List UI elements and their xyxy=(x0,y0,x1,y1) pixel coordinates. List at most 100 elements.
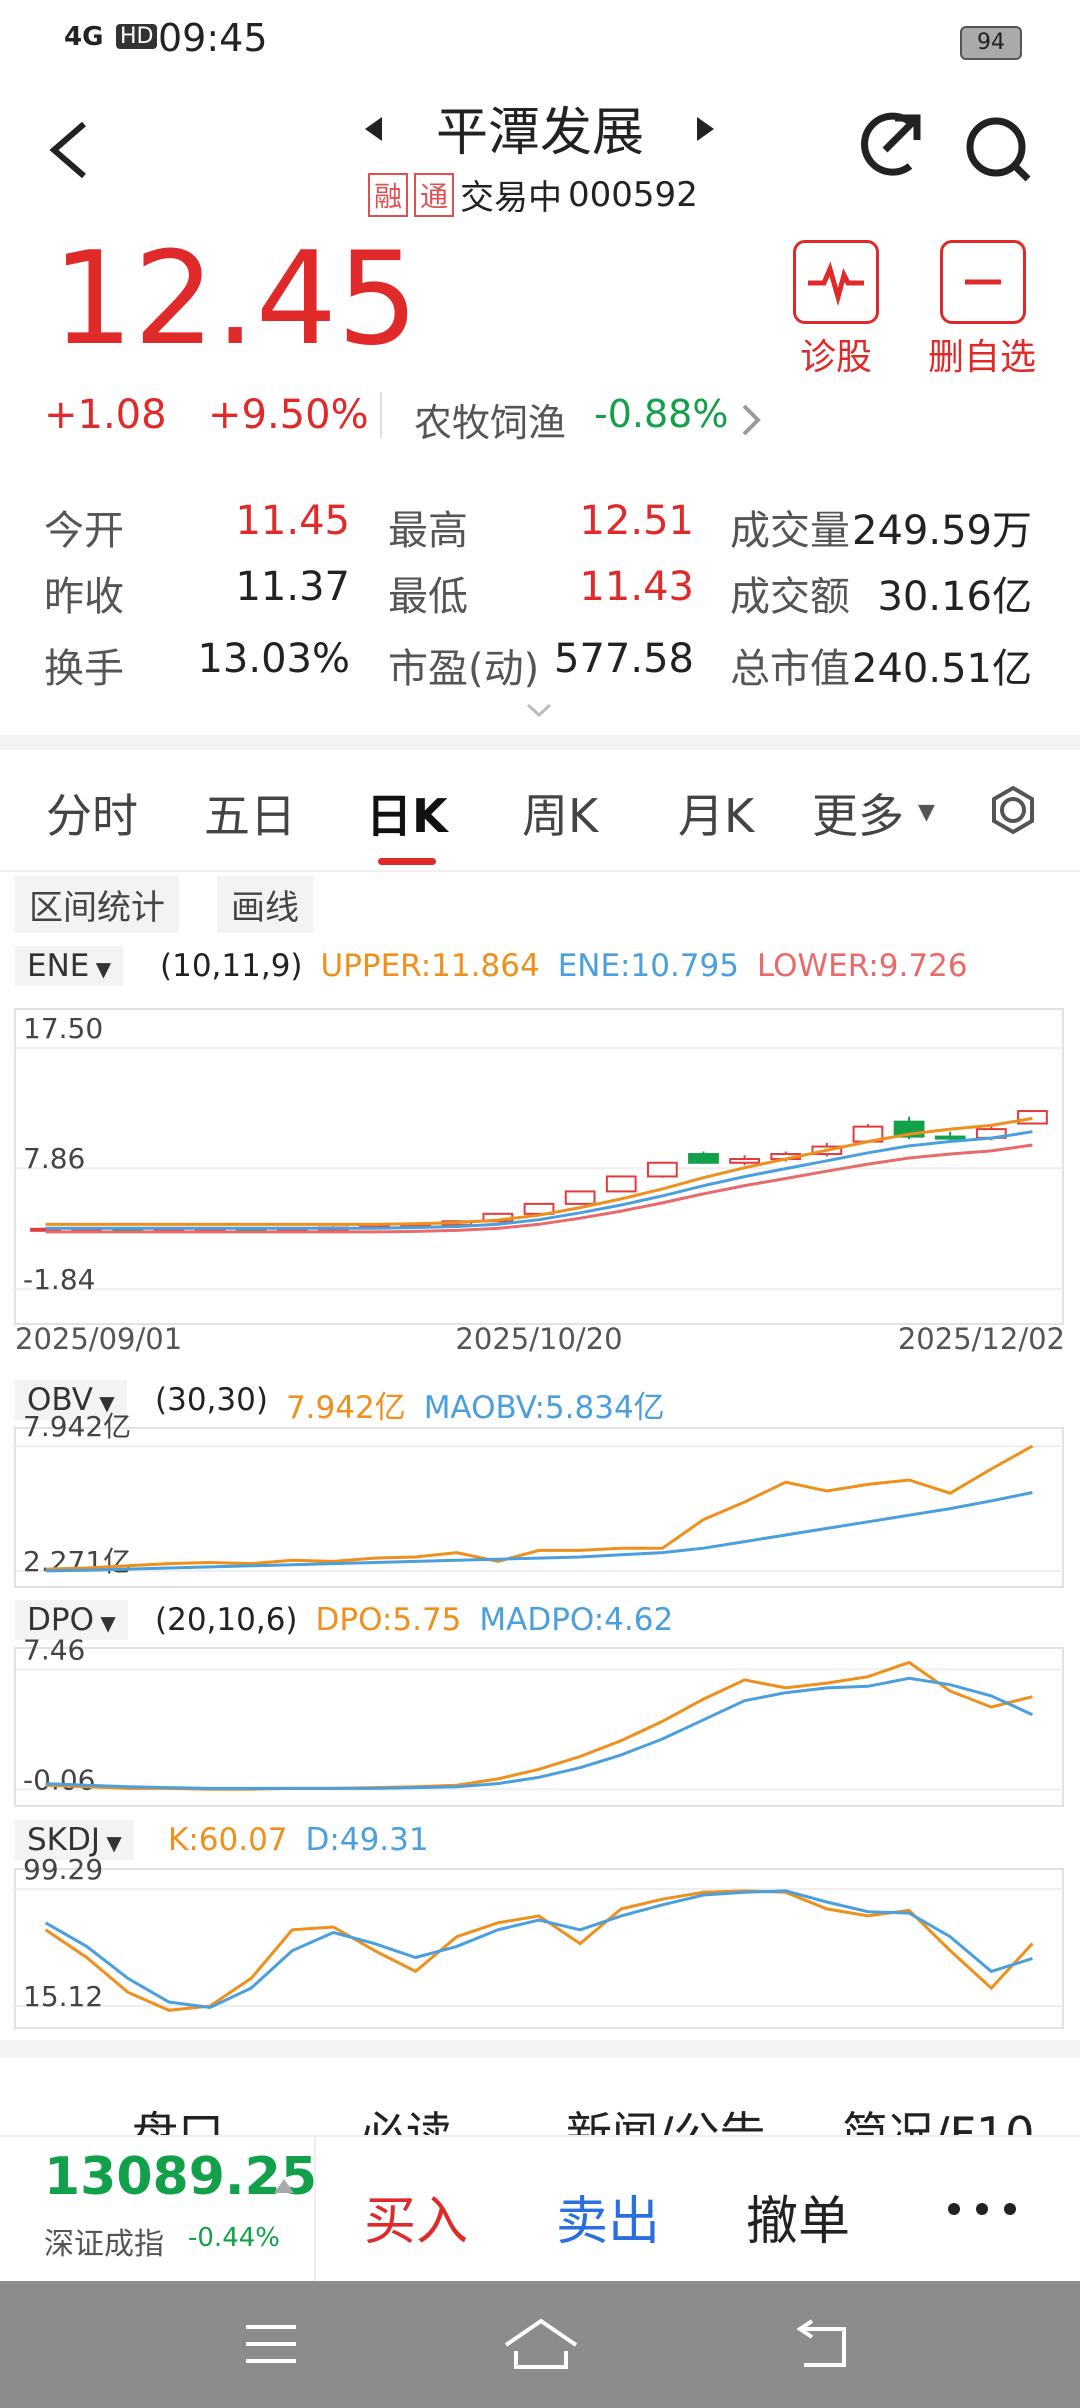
legend-item: MAOBV:5.834亿 xyxy=(423,1390,665,1426)
indicator[interactable]: SKDJ xyxy=(27,1822,101,1858)
tab[interactable]: 周K xyxy=(522,789,599,843)
tab-indicator xyxy=(378,858,436,865)
change-pct: +9.50% xyxy=(208,392,369,438)
tab[interactable]: 更多 xyxy=(812,789,904,843)
chart-frame xyxy=(14,1868,1064,2029)
nav-bar xyxy=(0,2281,1080,2408)
candle-body xyxy=(1017,1110,1048,1125)
stat-label: 换手 xyxy=(44,646,124,692)
search[interactable] xyxy=(966,117,1031,182)
divider xyxy=(380,392,382,438)
separator xyxy=(0,735,1080,750)
stat-value: 11.37 xyxy=(235,564,350,610)
legend-item: LOWER:9.726 xyxy=(756,948,968,984)
dropdown: ▼ xyxy=(100,1831,122,1855)
y-tick-label: 99.29 xyxy=(23,1853,103,1886)
tool[interactable]: 画线 xyxy=(217,876,313,933)
stat-value: 12.51 xyxy=(579,498,694,544)
y-tick-label: 7.942亿 xyxy=(23,1410,131,1443)
hd: HD xyxy=(116,24,158,49)
legend-item: UPPER:11.864 xyxy=(320,948,540,984)
dropdown: ▼ xyxy=(89,957,112,981)
trade-bar: 13089.25 深证成指 -0.44% 买入 卖出 撤单 xyxy=(0,2135,1080,2283)
cancel[interactable]: 撤单 xyxy=(746,2192,851,2252)
expand[interactable] xyxy=(524,700,554,720)
action-label[interactable]: 诊股 xyxy=(799,337,872,378)
tool[interactable]: 区间统计 xyxy=(15,876,179,933)
candle-body xyxy=(605,1175,637,1193)
y-tick-label: 7.46 xyxy=(23,1633,85,1666)
legend-item: K:60.07 xyxy=(168,1822,288,1858)
indicator-select[interactable]: SKDJ ▼ xyxy=(15,1820,134,1860)
legend-item: 7.942亿 xyxy=(285,1390,406,1426)
network: 4G xyxy=(64,22,104,52)
tag: 融 xyxy=(368,172,409,217)
candle-body xyxy=(564,1190,596,1205)
tab[interactable]: 月K xyxy=(678,789,755,843)
stat-label: 今开 xyxy=(44,508,124,554)
stat-label: 总市值 xyxy=(730,646,850,692)
subtitle: 融 通 交易中 000592 xyxy=(368,170,698,219)
share[interactable] xyxy=(861,112,921,176)
x-tick-label: 2025/12/02 xyxy=(898,1322,1065,1356)
index-name: 深证成指 xyxy=(44,2227,164,2262)
chart-frame xyxy=(14,1647,1064,1807)
index-arrow xyxy=(274,2179,294,2193)
prev[interactable] xyxy=(365,117,382,141)
next[interactable] xyxy=(697,117,714,141)
sell[interactable]: 卖出 xyxy=(556,2192,661,2252)
indicator-select[interactable]: OBV ▼ xyxy=(15,1380,127,1420)
index-change: -0.44% xyxy=(188,2223,280,2253)
stat-label: 昨收 xyxy=(44,574,124,620)
dropdown: ▼ xyxy=(918,800,935,825)
separator xyxy=(0,2040,1080,2058)
header-icons xyxy=(49,112,1031,182)
action-label[interactable]: 删自选 xyxy=(927,337,1036,378)
tab[interactable]: 分时 xyxy=(46,789,138,843)
series-line xyxy=(44,1889,1034,2012)
buy[interactable]: 买入 xyxy=(364,2192,469,2252)
index-value: 13089.25 xyxy=(44,2147,318,2207)
battery: 94 xyxy=(960,26,1022,60)
sector-pct: -0.88% xyxy=(594,392,729,436)
stock-name: 平潭发展 xyxy=(435,103,644,163)
tab[interactable]: 五日 xyxy=(204,789,296,843)
diagnose-icon[interactable] xyxy=(793,240,879,324)
stat-value: 249.59万 xyxy=(852,508,1032,554)
remove-icon[interactable] xyxy=(940,240,1026,324)
code: 000592 xyxy=(568,174,698,215)
stat-value: 577.58 xyxy=(554,636,694,682)
sector: 农牧饲渔 xyxy=(414,401,567,445)
stat-label: 市盈(动) xyxy=(388,646,540,692)
more[interactable] xyxy=(944,2197,1020,2221)
legend-item: D:49.31 xyxy=(305,1822,429,1858)
series-line xyxy=(45,1660,1033,1791)
back[interactable] xyxy=(49,121,86,179)
y-tick-label: -1.84 xyxy=(23,1263,95,1296)
tab[interactable]: 日K xyxy=(366,789,448,843)
indicator-select[interactable]: DPO ▼ xyxy=(15,1600,128,1640)
stat-label: 成交量 xyxy=(730,508,850,554)
legend-item: DPO:5.75 xyxy=(315,1602,462,1638)
indicator[interactable]: DPO xyxy=(27,1602,94,1638)
price: 12.45 xyxy=(52,225,419,374)
dropdown: ▼ xyxy=(92,1391,115,1415)
y-tick-label: 15.12 xyxy=(23,1980,103,2013)
candle-body xyxy=(729,1158,760,1164)
stat-label: 成交额 xyxy=(730,574,850,620)
series-line xyxy=(45,1676,1034,1790)
back-nav[interactable] xyxy=(796,2319,846,2367)
chevron xyxy=(742,404,761,436)
settings[interactable] xyxy=(988,785,1038,835)
series-line xyxy=(45,1491,1033,1573)
indicator[interactable]: OBV xyxy=(27,1382,93,1418)
home[interactable] xyxy=(504,2318,578,2369)
tag: 通 xyxy=(414,172,455,217)
x-tick-label: 2025/10/20 xyxy=(455,1322,622,1356)
series-line xyxy=(45,1130,1033,1230)
indicator[interactable]: ENE xyxy=(27,948,90,984)
indicator-select[interactable]: ENE ▼ xyxy=(15,946,124,986)
params: (10,11,9) xyxy=(160,948,303,984)
menu[interactable] xyxy=(246,2325,296,2363)
